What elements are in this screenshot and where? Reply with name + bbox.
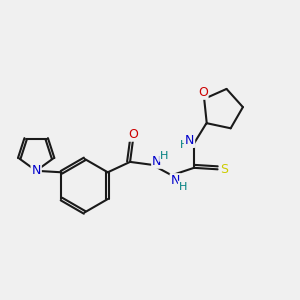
Text: N: N [32,164,41,177]
Text: O: O [128,128,138,141]
Text: H: H [179,182,187,192]
Text: H: H [160,151,168,161]
Text: S: S [220,163,228,176]
Text: N: N [152,155,161,168]
Text: N: N [171,174,180,187]
Text: N: N [185,134,194,147]
Text: H: H [179,140,188,150]
Text: O: O [198,86,208,99]
